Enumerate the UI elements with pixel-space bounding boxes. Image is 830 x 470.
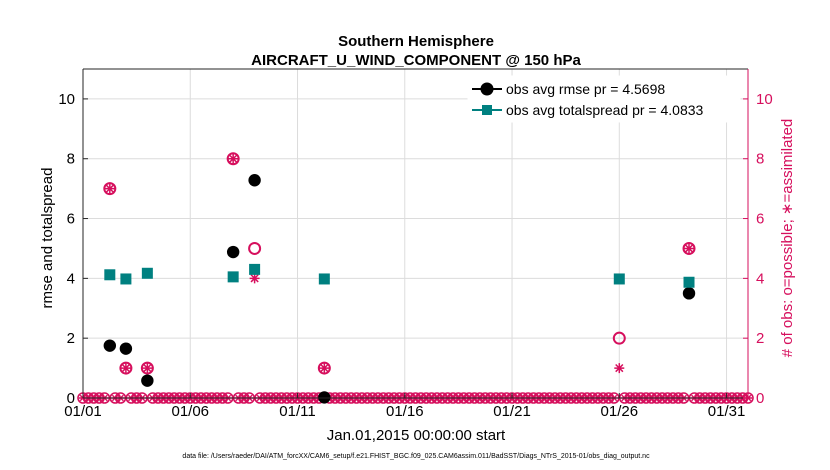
- x-tick-label: 01/31: [708, 403, 746, 420]
- rmse-point: [318, 391, 331, 404]
- y-tick-label-left: 10: [58, 91, 75, 108]
- plot-background: [83, 69, 748, 398]
- x-tick-label: 01/11: [279, 403, 315, 420]
- legend-spread-label: obs avg totalspread pr = 4.0833: [506, 102, 704, 118]
- obs-assimilated-point: [228, 153, 239, 164]
- rmse-point: [248, 174, 261, 187]
- x-tick-label: 01/01: [64, 403, 102, 420]
- spread-point: [683, 276, 695, 288]
- y-tick-label-right: 8: [756, 151, 764, 168]
- obs-assimilated-point: [684, 243, 695, 254]
- axes: 01/01 01/06 01/11 01/16 01/21 01/26 01/31 0 2 4 6 8…: [58, 68, 773, 420]
- legend: obs avg rmse pr = 4.5698 obs avg totalsp…: [467, 75, 741, 123]
- y-tick-label-left: 6: [67, 211, 75, 228]
- y-tick-label-left: 8: [67, 151, 75, 168]
- spread-point: [104, 269, 116, 281]
- obs-possible-point: [119, 361, 133, 375]
- obs-possible-point: [682, 241, 696, 255]
- x-tick-label: 01/26: [601, 403, 639, 420]
- y-axis-label-right: # of obs: o=possible; ∗=assimilated: [779, 119, 796, 358]
- spread-point: [227, 271, 239, 283]
- x-tick-label: 01/06: [171, 403, 209, 420]
- obs-possible-point: [612, 331, 626, 345]
- y-tick-label-right: 6: [756, 211, 764, 228]
- spread-point: [120, 273, 132, 285]
- y-tick-label-right: 10: [756, 91, 773, 108]
- rmse-point: [141, 374, 154, 387]
- y-tick-label-left: 4: [67, 270, 75, 287]
- x-tick-label: 01/16: [386, 403, 424, 420]
- y-tick-label-right: 4: [756, 270, 764, 287]
- rmse-point: [226, 245, 240, 259]
- y-tick-label-left: 2: [67, 330, 75, 347]
- y-axis-label-left: rmse and totalspread: [39, 168, 56, 309]
- rmse-point: [103, 339, 117, 352]
- y-tick-label-left: 0: [67, 390, 75, 407]
- legend-rmse-label: obs avg rmse pr = 4.5698: [506, 81, 665, 97]
- y-tick-label-right: 0: [756, 390, 764, 407]
- obs-assimilated-point: [104, 183, 115, 194]
- obs-possible-point: [248, 241, 262, 255]
- plot-area: [83, 69, 748, 398]
- spread-point: [613, 273, 625, 285]
- legend-box: [467, 75, 741, 123]
- obs-possible-point: [103, 182, 117, 196]
- obs-count-markers: [103, 152, 696, 375]
- rmse-point: [119, 342, 133, 355]
- obs-assimilated-point: [614, 363, 625, 374]
- legend-spread-marker: [482, 105, 492, 115]
- chart-subtitle: AIRCRAFT_U_WIND_COMPONENT @ 150 hPa: [251, 52, 581, 69]
- spread-point: [141, 267, 153, 279]
- spread-series: [104, 263, 695, 288]
- rmse-series: [103, 97, 696, 404]
- obs-assimilated-point: [142, 363, 153, 374]
- spread-point: [249, 263, 261, 275]
- obs-possible-point: [140, 361, 154, 375]
- data-file-footnote: data file: /Users/raeder/DAI/ATM_forcXX/…: [182, 453, 650, 460]
- obs-assimilated-point: [120, 363, 131, 374]
- obs-assimilated-point: [249, 273, 260, 284]
- y-tick-label-right: 2: [756, 330, 764, 347]
- obs-assimilated-point: [319, 363, 330, 374]
- rmse-point: [682, 287, 696, 300]
- x-tick-label: 01/21: [493, 403, 531, 420]
- obs-possible-point: [317, 361, 331, 375]
- spread-point: [318, 273, 330, 285]
- x-axis-label: Jan.01,2015 00:00:00 start: [327, 427, 506, 444]
- chart-title: Southern Hemisphere: [338, 33, 494, 50]
- obs-possible-point: [226, 152, 240, 166]
- legend-rmse-marker: [480, 82, 494, 96]
